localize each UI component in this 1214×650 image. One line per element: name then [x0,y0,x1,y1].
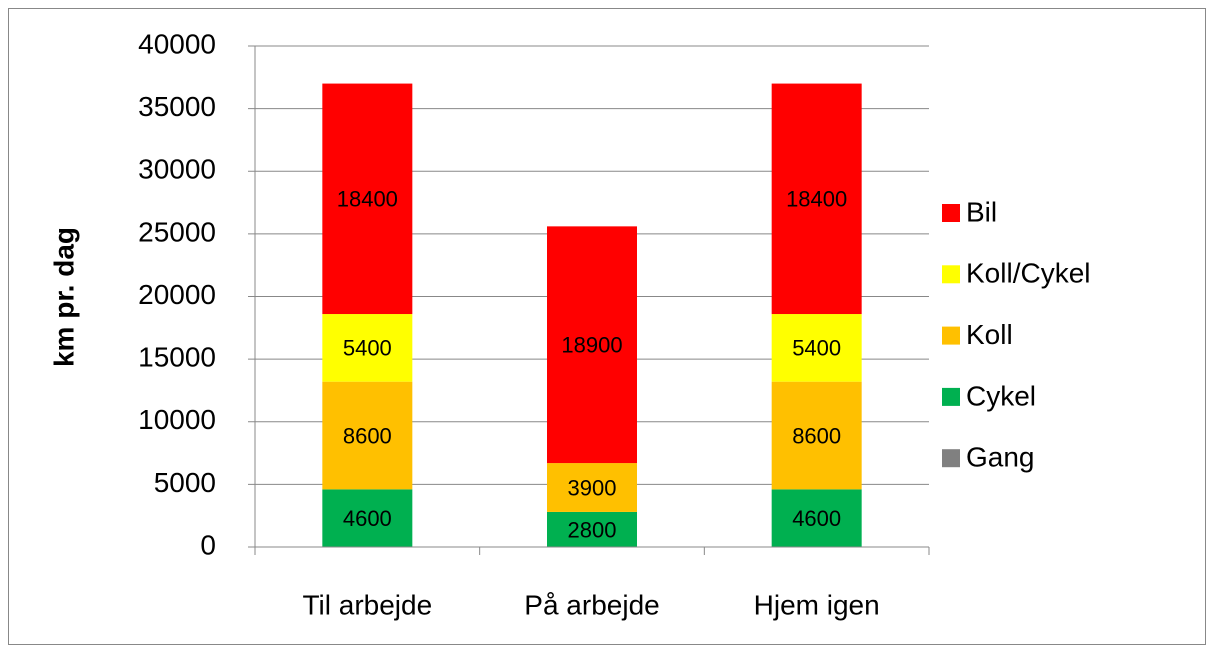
bar-segment [547,226,637,464]
y-tick-label: 30000 [138,154,216,185]
bar-segment [322,489,413,547]
x-tick-label: Hjem igen [754,589,880,620]
y-tick-label: 5000 [154,467,216,498]
x-tick-label: Til arbejde [302,589,432,620]
y-tick-label: 25000 [138,216,216,247]
y-tick-label: 15000 [138,342,216,373]
data-label: 8600 [792,423,841,448]
legend-label: Gang [966,442,1035,473]
data-label: 2800 [568,517,617,542]
data-label: 18900 [561,333,622,358]
legend-swatch [942,387,960,406]
legend-label: Koll [966,319,1013,350]
bar-segment [547,511,637,547]
x-tick-label: På arbejde [524,589,659,620]
legend-label: Cykel [966,380,1036,411]
bar-segment [322,314,413,382]
bar-segment [771,381,862,490]
data-label: 18400 [786,187,847,212]
y-tick-label: 40000 [138,28,216,59]
bar-segment [771,314,862,382]
legend-swatch [942,449,960,468]
data-label: 4600 [792,506,841,531]
data-label: 3900 [568,475,617,500]
y-tick-label: 35000 [138,91,216,122]
legend-swatch [942,265,960,284]
data-label: 18400 [337,187,398,212]
legend-label: Bil [966,196,997,227]
y-tick-label: 20000 [138,279,216,310]
bar-segment [771,83,862,315]
legend-swatch [942,204,960,222]
data-label: 4600 [343,506,392,531]
legend-swatch [942,326,960,345]
data-label: 5400 [343,336,392,361]
y-tick-label: 10000 [138,404,216,435]
y-tick-label: 0 [200,529,216,560]
data-label: 5400 [792,336,841,361]
bar-segment [771,489,862,547]
bar-segment [322,83,413,315]
bar-segment [322,381,413,490]
y-axis-title: km pr. dag [48,227,79,367]
legend-label: Koll/Cykel [966,258,1090,289]
bar-segment [547,463,637,512]
data-label: 8600 [343,423,392,448]
